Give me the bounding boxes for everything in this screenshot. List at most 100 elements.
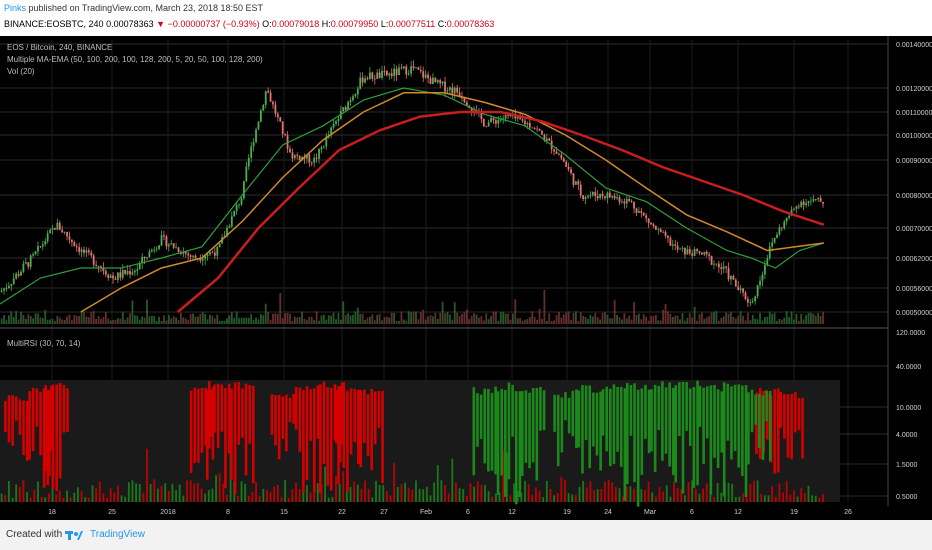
candle-body (618, 197, 621, 203)
candle-body (482, 118, 485, 127)
candle-body (761, 274, 764, 281)
rsi-bar (113, 492, 116, 502)
high-label: H: (321, 19, 331, 29)
candle-body (773, 237, 776, 243)
rsi-bar (26, 492, 28, 502)
rsi-bar (480, 485, 483, 502)
legend-vol: Vol (20) (7, 67, 35, 76)
rsi-bar (425, 486, 428, 502)
candle-body (630, 201, 633, 203)
rsi-block (588, 385, 592, 469)
volume-bar (281, 318, 284, 324)
volume-bar (616, 315, 618, 324)
volume-bar (170, 318, 173, 324)
low-label: L: (380, 19, 389, 29)
volume-bar (264, 303, 267, 324)
volume-bar (415, 311, 417, 324)
candle-body (388, 73, 391, 76)
volume-bar (344, 314, 347, 324)
rsi-block (625, 382, 629, 485)
volume-bar (252, 319, 255, 324)
chart-area[interactable]: EOS / Bitcoin, 240, BINANCE Multiple MA-… (0, 36, 932, 520)
open-value: 0.00079018 (271, 19, 320, 29)
rsi-block (605, 386, 608, 452)
candle-body (218, 243, 221, 247)
rsi-block (230, 388, 233, 481)
rsi-bar (37, 481, 39, 502)
rsi-bar (360, 488, 363, 502)
y-tick-label: 0.00062000 (896, 256, 932, 263)
candle-body (366, 78, 369, 80)
rsi-block (494, 386, 497, 475)
rsi-block (359, 390, 363, 468)
candle-body (37, 246, 39, 252)
rsi-block (661, 381, 664, 461)
volume-bar (223, 320, 226, 324)
candle-body (507, 114, 509, 116)
rsi-bar (196, 482, 199, 502)
candle-body (497, 119, 500, 124)
rsi-block (50, 385, 53, 452)
candle-body (284, 133, 287, 136)
candle-body (703, 251, 706, 255)
volume-bar (516, 318, 519, 324)
rsi-bar (763, 495, 766, 502)
rsi-block (305, 386, 309, 481)
volume-bar (487, 319, 490, 324)
price-axis-label: 120.0000 (896, 330, 925, 337)
candle-body (555, 151, 558, 154)
volume-bar (463, 312, 466, 324)
rsi-bar (415, 480, 417, 502)
volume-bar (56, 316, 59, 324)
volume-bar (536, 319, 539, 324)
rsi-bar (200, 488, 203, 502)
low-value: 0.00077511 (388, 19, 436, 29)
price-axis[interactable] (888, 36, 932, 520)
tradingview-link[interactable]: TradingView (90, 529, 146, 540)
rsi-bar (614, 487, 617, 502)
volume-bar (700, 312, 703, 324)
rsi-bar (255, 482, 257, 502)
candle-body (691, 253, 694, 256)
rsi-bar (535, 487, 537, 502)
rsi-bar (458, 488, 461, 502)
volume-bar (499, 312, 502, 324)
volume-bar (531, 311, 534, 324)
volume-bar (95, 318, 98, 324)
candle-body (647, 218, 650, 223)
candle-body (599, 193, 602, 199)
volume-bar (642, 314, 645, 324)
candle-body (381, 70, 383, 78)
rsi-block (636, 389, 640, 507)
rsi-bar (324, 466, 326, 502)
rsi-bar (691, 480, 694, 502)
candle-body (126, 271, 129, 274)
candle-body (688, 249, 691, 254)
volume-bar (785, 311, 788, 324)
volume-bar (749, 320, 752, 324)
candle-body (504, 114, 507, 119)
rsi-block (337, 386, 340, 485)
rsi-bar (651, 492, 654, 502)
rsi-bar (451, 458, 454, 502)
candle-body (628, 198, 631, 202)
rsi-bar (287, 497, 290, 502)
volume-bar (356, 307, 359, 324)
candle-body (0, 290, 3, 292)
x-tick-label: 18 (48, 509, 56, 516)
candle-body (565, 161, 568, 167)
author-link[interactable]: Pinks (4, 3, 27, 13)
volume-bar (293, 316, 296, 324)
rsi-bar (142, 492, 145, 502)
x-tick-label: 15 (280, 509, 288, 516)
rsi-block (705, 386, 709, 439)
candle-body (46, 233, 49, 242)
candle-body (584, 197, 587, 200)
candle-body (458, 92, 461, 97)
candle-body (613, 196, 616, 199)
candle-body (291, 152, 294, 159)
chart-canvas[interactable]: EOS / Bitcoin, 240, BINANCE Multiple MA-… (0, 36, 932, 520)
volume-bar (255, 317, 257, 324)
candle-body (785, 217, 788, 222)
volume-bar (352, 314, 354, 324)
